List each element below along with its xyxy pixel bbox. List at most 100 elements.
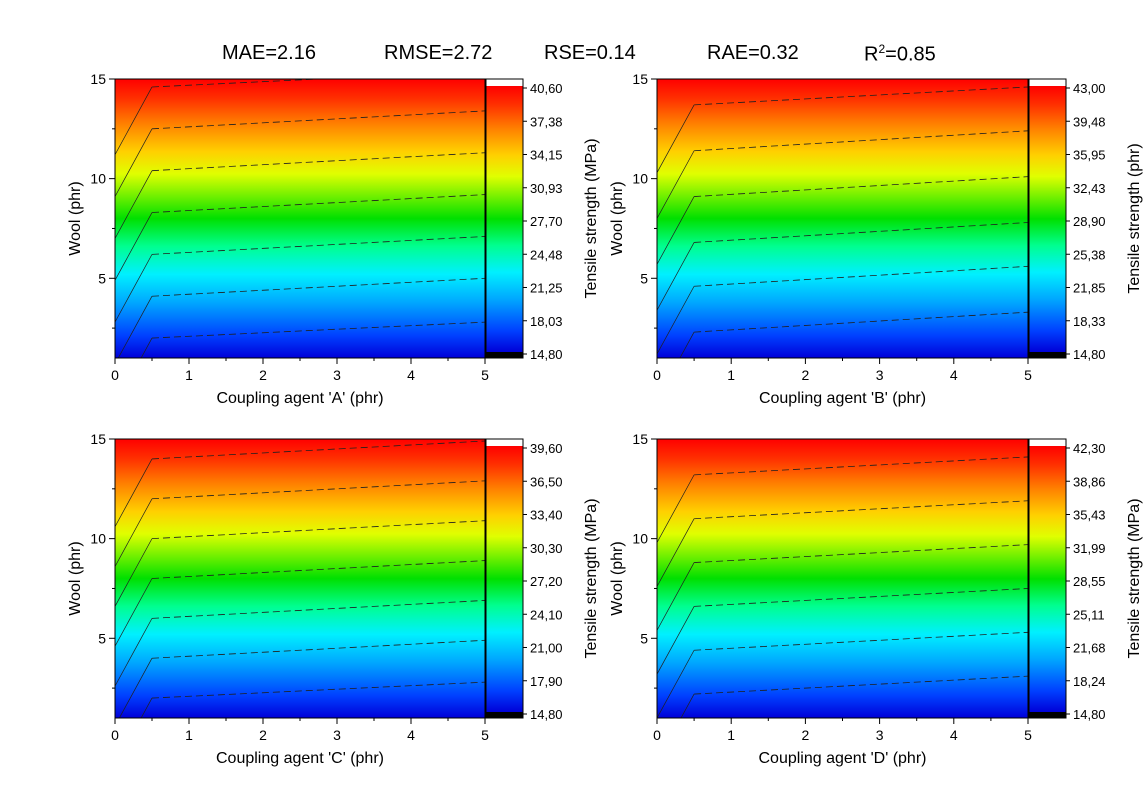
x-tick-label: 5 [1024, 727, 1032, 743]
contour-line-steep [115, 538, 153, 607]
colorbar-gradient [1029, 446, 1066, 712]
contour-line [694, 500, 1028, 520]
colorbar-tick-label: 33,40 [530, 508, 563, 523]
panel-3: 0 1 2 3 4 5 5 10 15 Coupling agent 'C' (phr) Wool … [67, 431, 600, 767]
y-tick-label: 10 [90, 171, 106, 187]
colorbar-over-swatch [1029, 440, 1066, 446]
contour-line [694, 631, 1028, 651]
x-tick-label: 3 [333, 727, 341, 743]
contour-line-steep [657, 650, 695, 718]
colorbar-label: Tensile strength (MPa) [583, 138, 600, 298]
colorbar-under-swatch [486, 712, 523, 718]
colorbar-tick-label: 38,86 [1073, 474, 1106, 489]
contour-line-steep [657, 474, 695, 543]
x-tick-label: 2 [802, 367, 810, 383]
contour-line-steep [115, 618, 153, 687]
contour-line [151, 277, 485, 297]
colorbar-tick-label: 21,25 [530, 281, 563, 296]
colorbar-tick-label: 24,10 [530, 607, 563, 622]
y-tick-label: 15 [90, 431, 106, 447]
x-tick-label: 3 [876, 367, 884, 383]
colorbar-tick-label: 14,80 [530, 347, 563, 362]
contour-line [151, 560, 485, 579]
colorbar-tick-label: 24,48 [530, 247, 563, 262]
colorbar-tick-label: 21,68 [1073, 641, 1106, 656]
field-fill [115, 79, 485, 358]
contour-line [694, 265, 1028, 287]
colorbar-tick-label: 14,80 [530, 707, 563, 722]
field-fill [657, 79, 1028, 358]
y-tick-label: 15 [632, 71, 648, 87]
contour-line [694, 86, 1028, 106]
contour-line-steep [657, 562, 695, 631]
colorbar-tick-label: 30,30 [530, 541, 563, 556]
contour-line-steep [115, 254, 153, 323]
colorbar-tick-label: 34,15 [530, 148, 563, 163]
x-tick-label: 0 [653, 367, 661, 383]
colorbar-under-swatch [1029, 712, 1066, 718]
colorbar-tick-label: 32,43 [1073, 181, 1106, 196]
colorbar: 39,60 36,50 33,40 30,30 27,20 24,10 21,00 17,90… [485, 438, 600, 722]
colorbar-tick-label: 36,50 [530, 474, 563, 489]
contour-line-steep [115, 86, 153, 155]
contour-line [151, 480, 485, 500]
x-tick-label: 1 [185, 727, 193, 743]
colorbar-tick-label: 40,60 [530, 81, 563, 96]
contour-line-steep [679, 331, 695, 358]
rmse-metric: RMSE=2.72 [384, 42, 493, 64]
x-tick-label: 2 [259, 727, 267, 743]
colorbar-tick-label: 42,30 [1073, 441, 1106, 456]
colorbar: 43,00 39,48 35,95 32,43 28,90 25,38 21,85 18,33… [1028, 78, 1143, 362]
colorbar-label: Tensile strength (MPa) [1126, 498, 1143, 658]
colorbar-tick-label: 18,33 [1073, 314, 1106, 329]
contour-line-steep [657, 196, 695, 265]
colorbar-under-swatch [1029, 352, 1066, 358]
colorbar-tick-label: 39,60 [530, 441, 563, 456]
colorbar-over-swatch [1029, 80, 1066, 86]
contour-line [694, 456, 1028, 476]
colorbar-tick-label: 18,24 [1073, 674, 1106, 689]
colorbar-gradient [486, 86, 523, 352]
colorbar-tick-label: 21,85 [1073, 281, 1106, 296]
colorbar-label: Tensile strength (MPa) [583, 498, 600, 658]
x-tick-label: 3 [333, 367, 341, 383]
y-tick-label: 10 [90, 531, 106, 547]
contour-line-steep [657, 150, 695, 219]
r2-prefix: R [864, 43, 879, 66]
y-tick-label: 5 [640, 270, 648, 286]
metrics-bar: MAE=2.16 RMSE=2.72 RSE=0.14 RAE=0.32 R2=… [0, 0, 1143, 70]
x-tick-label: 2 [259, 367, 267, 383]
contour-line-steep [140, 697, 153, 718]
y-tick-label: 5 [98, 270, 106, 286]
colorbar-over-swatch [486, 80, 523, 86]
x-tick-label: 3 [876, 727, 884, 743]
contour-field [657, 439, 1028, 718]
x-axis-label: Coupling agent 'C' (phr) [216, 750, 384, 767]
contour-line-steep [117, 296, 153, 358]
x-axis-label: Coupling agent 'A' (phr) [216, 390, 383, 407]
x-tick-label: 0 [111, 367, 119, 383]
colorbar-tick-label: 28,55 [1073, 574, 1106, 589]
colorbar: 42,30 38,86 35,43 31,99 28,55 25,11 21,68 18,24… [1028, 438, 1143, 722]
x-tick-label: 0 [653, 727, 661, 743]
colorbar-tick-label: 43,00 [1073, 81, 1106, 96]
x-axis-label: Coupling agent 'D' (phr) [759, 750, 927, 767]
x-tick-label: 4 [950, 727, 958, 743]
contour-field [657, 79, 1028, 358]
x-tick-label: 1 [185, 367, 193, 383]
x-tick-label: 5 [481, 727, 489, 743]
contour-line-steep [115, 128, 153, 197]
contour-line-steep [115, 212, 153, 281]
x-tick-label: 2 [802, 727, 810, 743]
x-tick-label: 5 [481, 367, 489, 383]
colorbar-tick-label: 14,80 [1073, 347, 1106, 362]
contour-line-steep [657, 606, 695, 675]
contour-line [694, 130, 1028, 152]
contour-field [115, 439, 485, 718]
colorbar-tick-label: 21,00 [530, 641, 563, 656]
colorbar-tick-label: 35,43 [1073, 508, 1106, 523]
contour-line [151, 236, 485, 255]
contour-line [151, 440, 485, 460]
contour-line [694, 176, 1028, 197]
